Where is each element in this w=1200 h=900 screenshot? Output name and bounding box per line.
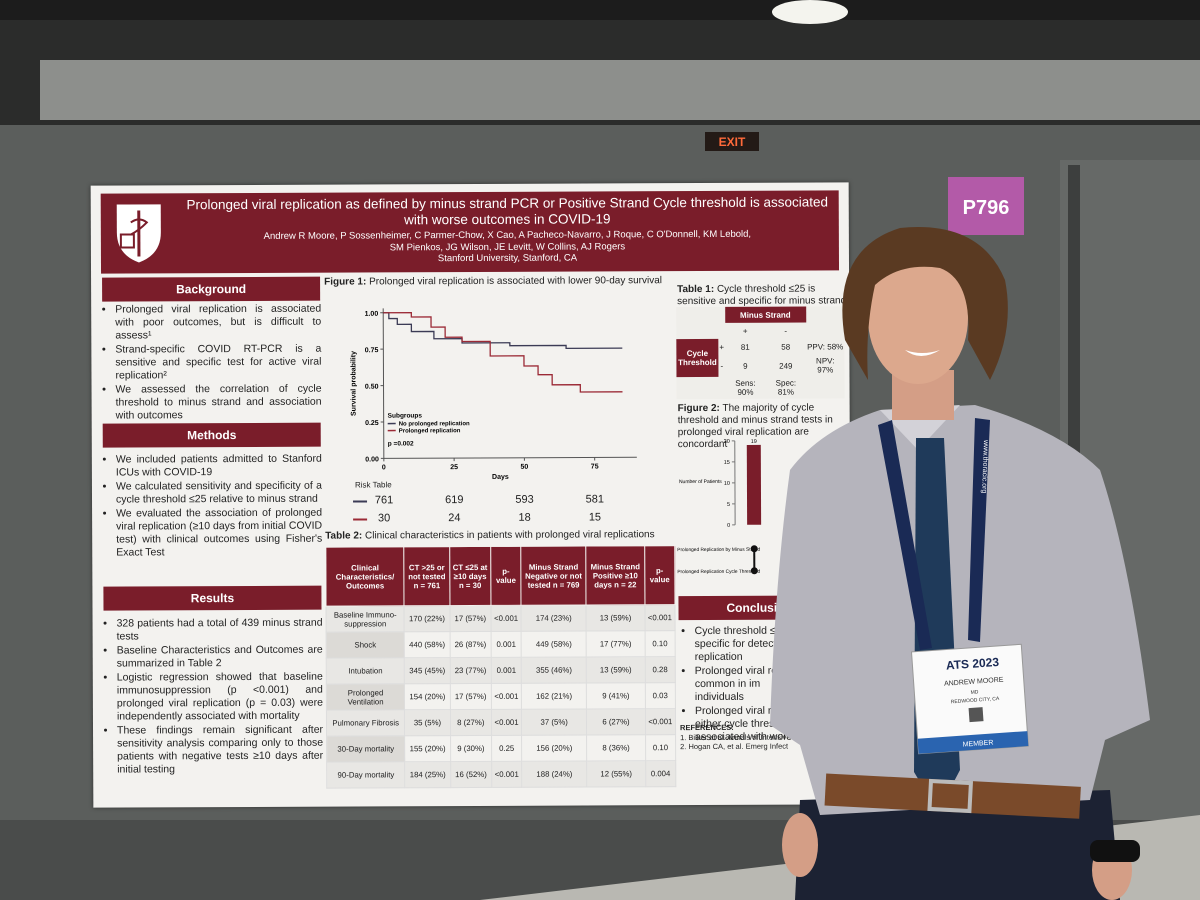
- badge-band: [917, 731, 1029, 754]
- exit-box: [705, 132, 759, 151]
- legend-title: Subgroups: [388, 412, 423, 419]
- concordance-chart: 0 5 10 15 20 Number of Patients 19 Prolonged Re…: [677, 439, 762, 575]
- watch: [1090, 840, 1140, 862]
- y-tick-label: 10: [724, 481, 730, 487]
- trousers: [795, 790, 1120, 900]
- booth-sign: [948, 177, 1024, 235]
- lanyard-text: www.thoracic.org: [980, 439, 989, 494]
- y-tick-label: 20: [724, 439, 730, 445]
- legend-label: Prolonged replication: [399, 428, 461, 434]
- badge: ATS 2023 ANDREW MOORE MD REDWOOD CITY, C…: [910, 643, 1029, 755]
- lanyard-right: [968, 418, 990, 642]
- badge-name: ANDREW MOORE: [944, 677, 1004, 688]
- title-bar: Prolonged viral replication as defined b…: [100, 190, 840, 274]
- y-tick-label: 5: [727, 502, 730, 508]
- y-tick-label: 0.50: [365, 384, 379, 391]
- y-tick-label: 0.75: [365, 347, 379, 354]
- x-axis-label: Days: [492, 474, 509, 481]
- logo-box: [119, 233, 135, 249]
- face: [868, 252, 968, 384]
- ceiling-light: [772, 0, 848, 24]
- axis: [382, 308, 385, 459]
- lanyard-left: [878, 420, 932, 650]
- belt-buckle: [927, 778, 974, 814]
- survival-chart: 0.00 0.25 0.50 0.75 1.00 0 25 50 75 Days Survival …: [350, 308, 637, 481]
- x-tick-label: 75: [591, 463, 599, 470]
- left-hand: [782, 813, 818, 877]
- poster: Prolonged viral replication as defined b…: [90, 182, 852, 808]
- y-tick-label: 15: [724, 460, 730, 466]
- x-tick-label: 25: [450, 464, 458, 471]
- y-axis-label: Survival probability: [350, 351, 357, 416]
- matrix-row-label: Prolonged Replication by Minus Strand: [677, 547, 760, 553]
- logo-snake: [130, 218, 149, 236]
- x-tick-label: 0: [382, 464, 386, 471]
- shirt: [770, 405, 1150, 815]
- booth-number: P796: [963, 197, 1010, 219]
- badge-location: REDWOOD CITY, CA: [951, 696, 1000, 705]
- ceiling-beam: [40, 60, 1200, 120]
- belt: [824, 773, 1081, 819]
- smile: [905, 350, 940, 356]
- x-tick-label: 50: [521, 464, 529, 471]
- badge-member: MEMBER: [963, 739, 994, 748]
- survival-curve: [383, 311, 623, 393]
- y-tick-label: 0.00: [365, 456, 379, 463]
- p-value: p =0.002: [388, 440, 414, 447]
- belt-strap: [824, 773, 1081, 819]
- bar-label: 19: [751, 439, 757, 445]
- y-tick-label: 0: [727, 523, 730, 529]
- exit-sign: EXIT: [719, 135, 746, 149]
- legend-label: No prolonged replication: [399, 421, 470, 427]
- matrix-row-label: Prolonged Replication Cycle Threshold: [677, 569, 760, 575]
- logo: [116, 204, 161, 263]
- badge-event: ATS 2023: [945, 655, 999, 673]
- y-tick-label: 0.25: [365, 420, 379, 427]
- hair: [842, 227, 1008, 380]
- ceiling-truss: [0, 0, 1200, 20]
- badge-qr: [968, 707, 984, 723]
- survival-curve: [383, 312, 623, 350]
- y-tick-label: 1.00: [365, 311, 379, 318]
- y-axis-label: Number of Patients: [679, 479, 722, 485]
- bar: [746, 444, 762, 525]
- badge-degree: MD: [970, 689, 979, 696]
